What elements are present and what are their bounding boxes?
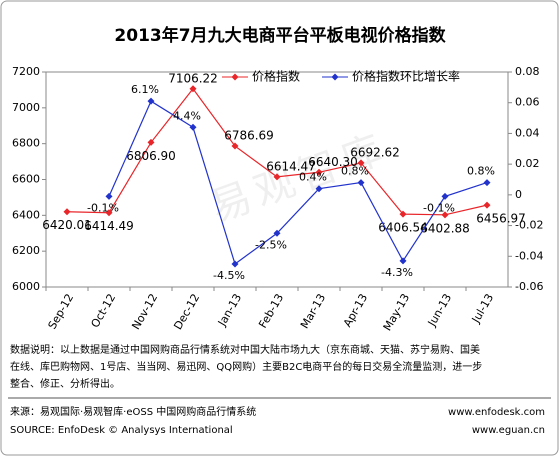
marker [483, 179, 491, 187]
chart-title: 2013年7月九大电商平台平板电视价格指数 [114, 25, 446, 46]
marker [315, 185, 323, 193]
y-tick-label: 7200 [12, 65, 40, 78]
data-label: 0.8% [467, 165, 495, 178]
y2-tick-label: 0.08 [515, 65, 540, 78]
marker [105, 209, 113, 217]
y2-tick-label: -0.02 [515, 219, 543, 232]
data-label: -0.1% [87, 201, 119, 214]
y2-tick-label: 0.06 [515, 96, 540, 109]
data-label: -0.1% [423, 201, 455, 214]
data-label: 6.1% [131, 83, 159, 96]
marker [189, 85, 197, 93]
data-label: -4.5% [213, 269, 245, 282]
y-tick-label: 7000 [12, 101, 40, 114]
source: 来源：易观国际·易观智库·eOSS 中国网购商品行情系统 [10, 405, 256, 418]
marker [273, 173, 281, 181]
y-tick-label: 6200 [12, 244, 40, 257]
legend-marker [331, 73, 339, 81]
note: 数据说明：以上数据是通过中国网购商品行情系统对中国大陆市场九大（京东商城、天猫、… [10, 343, 480, 356]
data-label: 0.8% [341, 165, 369, 178]
legend-label: 价格指数 [252, 69, 300, 84]
marker [357, 179, 365, 187]
y2-tick-label: -0.06 [515, 280, 543, 293]
data-label: 6414.49 [84, 219, 134, 233]
data-label: 7106.22 [168, 71, 218, 85]
data-label: 6614.47 [266, 159, 316, 173]
marker [483, 201, 491, 209]
marker [399, 210, 407, 218]
note: 整合、修正、分析得出。 [10, 377, 120, 390]
marker [441, 192, 449, 200]
data-label: -4.3% [381, 266, 413, 279]
data-label: 0.4% [299, 171, 327, 184]
marker [315, 168, 323, 176]
marker [63, 208, 71, 216]
legend-label: 价格指数环比增长率 [352, 69, 460, 84]
data-label: 6402.88 [420, 221, 470, 235]
data-label: 6692.62 [350, 145, 400, 159]
note: 在线、库巴购物网、1号店、当当网、易迅网、QQ网购）主要B2C电商平台的每日交易… [10, 360, 482, 373]
data-label: 6406.54 [378, 221, 428, 235]
site: www.enfodesk.com [448, 407, 545, 418]
y2-tick-label: 0 [515, 188, 522, 201]
marker [357, 159, 365, 167]
data-label: 6420.01 [42, 218, 92, 232]
data-label: 6640.30 [308, 155, 358, 169]
data-label: 6806.90 [126, 149, 176, 163]
marker [231, 142, 239, 150]
marker [273, 229, 281, 237]
source-en: SOURCE: EnfoDesk © Analysys Internationa… [10, 425, 233, 436]
marker [147, 138, 155, 146]
y-tick-label: 6000 [12, 280, 40, 293]
y-tick-label: 6600 [12, 173, 40, 186]
y2-tick-label: 0.02 [515, 157, 540, 170]
marker [189, 123, 197, 131]
data-label: 4.4% [173, 109, 201, 122]
y2-tick-label: -0.04 [515, 249, 543, 262]
marker [147, 97, 155, 105]
marker [231, 260, 239, 268]
marker [441, 211, 449, 219]
series-line [108, 100, 488, 265]
legend-marker [231, 73, 239, 81]
y-tick-label: 6400 [12, 208, 40, 221]
y2-tick-label: 0.04 [515, 126, 540, 139]
site: www.eguan.cn [472, 425, 545, 436]
data-label: -2.5% [255, 238, 287, 251]
data-label: 6456.97 [476, 212, 526, 226]
y-tick-label: 6800 [12, 137, 40, 150]
marker [105, 192, 113, 200]
marker [399, 257, 407, 265]
data-label: 6786.69 [224, 129, 274, 143]
